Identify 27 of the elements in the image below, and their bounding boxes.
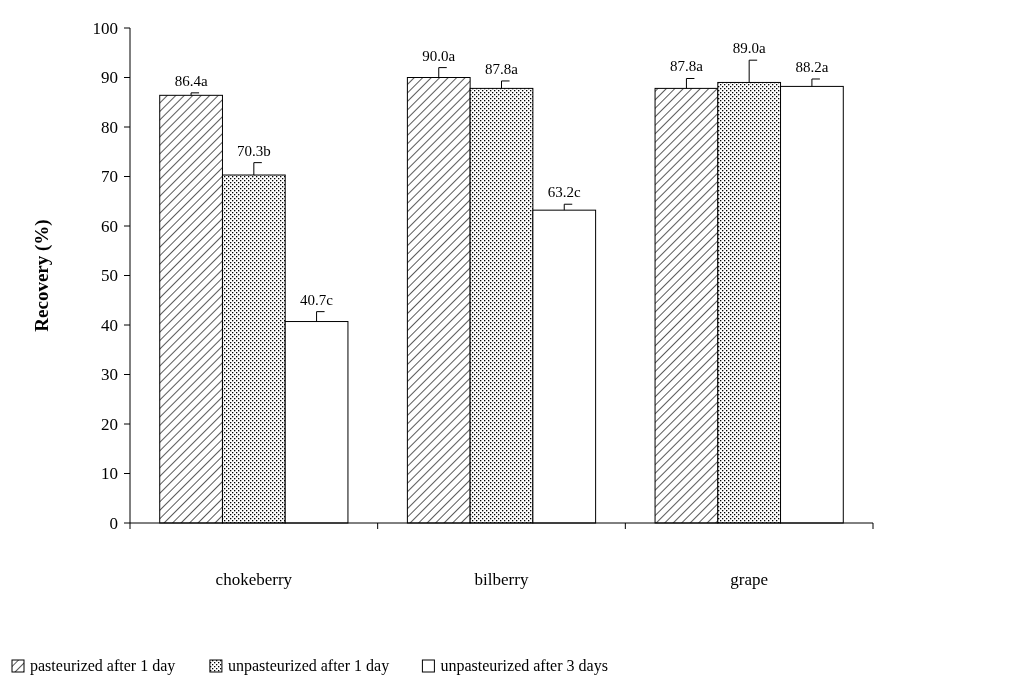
data-label: 87.8a [485,60,519,77]
y-tick-label: 50 [101,266,118,286]
data-label: 63.2c [547,184,582,201]
x-tick-label: grape [730,570,769,589]
y-axis-title: Recovery (%) [31,219,53,332]
legend-label: pasteurized after 1 day [30,657,176,675]
y-tick-label: 80 [101,117,118,137]
x-tick-label: bilberry [474,570,529,589]
data-label: 88.2a [795,58,829,75]
data-label: 70.3b [236,142,271,159]
y-tick-label: 90 [101,68,118,88]
data-label: 90.0a [422,47,456,64]
y-tick-label: 30 [101,365,118,385]
y-tick-label: 100 [92,18,118,38]
y-tick-label: 60 [101,216,118,236]
data-label: 86.4a [174,72,208,89]
y-tick-label: 20 [101,414,118,434]
y-tick-label: 10 [101,464,118,484]
y-tick-label: 0 [109,513,118,533]
data-label: 40.7c [300,291,334,308]
y-tick-label: 70 [101,167,118,187]
x-tick-label: chokeberry [215,570,293,589]
data-label: 89.0a [732,40,766,57]
y-tick-label: 40 [101,315,118,335]
legend-label: unpasteurized after 3 days [440,657,608,675]
legend-label: unpasteurized after 1 day [227,657,390,675]
data-label: 87.8a [669,58,704,75]
